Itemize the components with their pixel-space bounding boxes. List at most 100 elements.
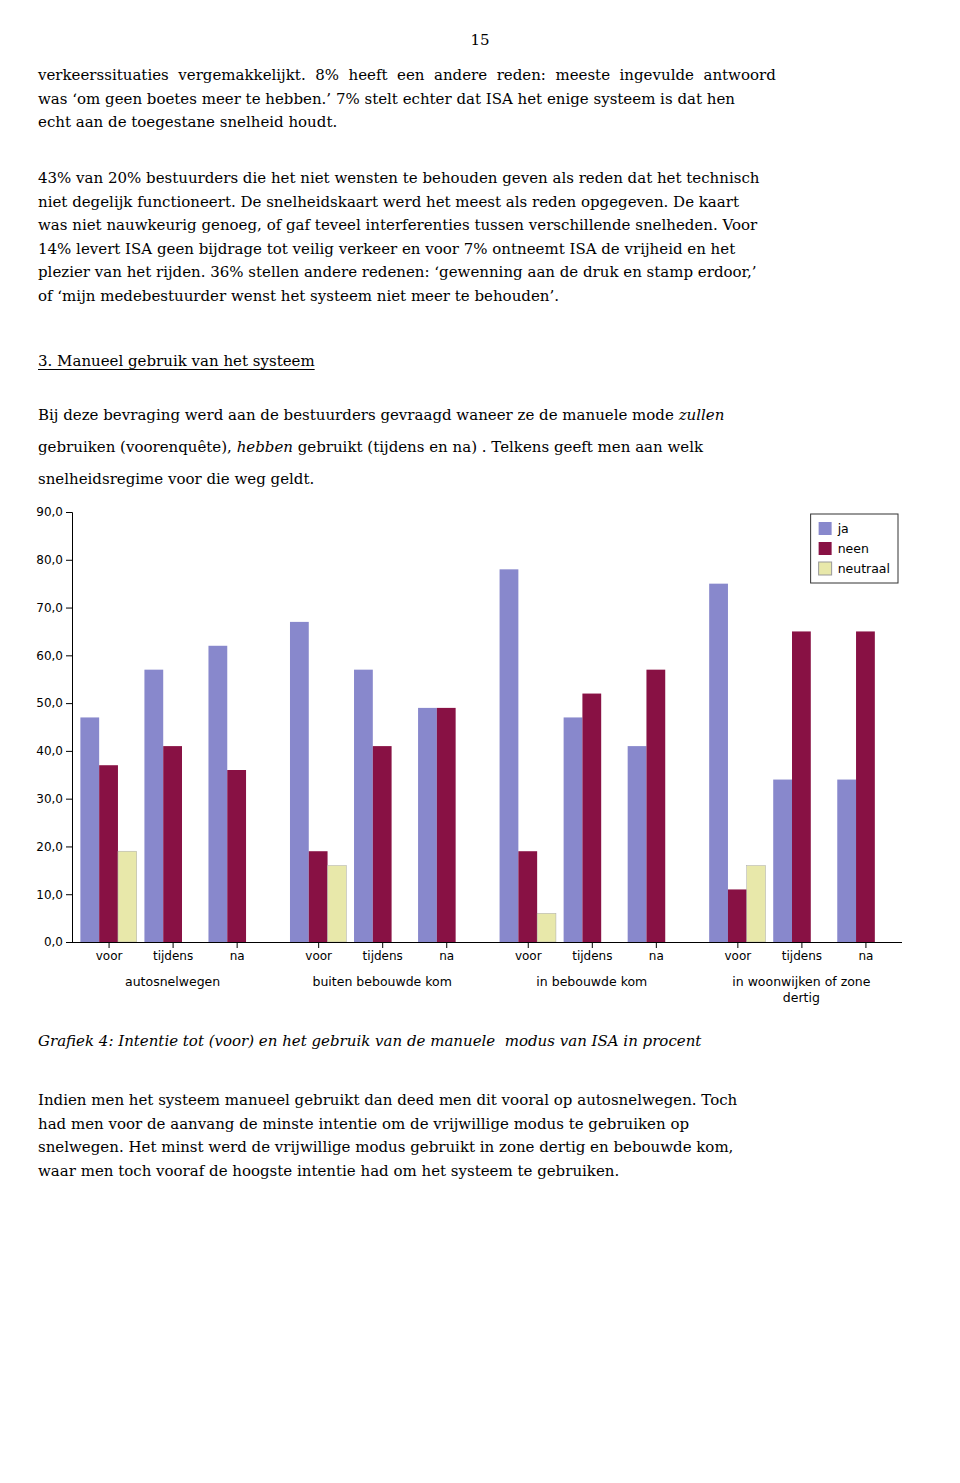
text-run: gebruikt (tijdens en na) . Telkens geeft… xyxy=(293,438,704,456)
tick-label: 0,0 xyxy=(44,935,63,949)
text-line: was ‘om geen boetes meer te hebben.’ 7% … xyxy=(38,90,735,108)
tick: 20,0 xyxy=(36,840,72,854)
bar xyxy=(665,942,684,943)
tick-label: tijdens xyxy=(153,949,193,963)
text-line: of ‘mijn medebestuurder wenst het systee… xyxy=(38,287,559,305)
bar xyxy=(208,646,227,942)
text-run: Bij deze bevraging werd aan de bestuurde… xyxy=(38,406,679,424)
bar xyxy=(437,708,456,942)
bar xyxy=(373,746,392,942)
text-line: was niet nauwkeurig genoeg, of gaf tevee… xyxy=(38,216,758,234)
bar xyxy=(144,670,163,942)
text-line: niet degelijk functioneert. De snelheids… xyxy=(38,193,739,211)
tick-label: na xyxy=(439,949,454,963)
section-heading: 3. Manueel gebruik van het systeem xyxy=(38,352,315,370)
tick-label: 90,0 xyxy=(36,505,63,519)
tick-label: 60,0 xyxy=(36,649,63,663)
axis-line xyxy=(72,942,902,943)
bar xyxy=(856,631,875,942)
tick: tijdens xyxy=(363,942,403,963)
tick: 90,0 xyxy=(36,505,72,519)
bar xyxy=(328,866,347,942)
bar xyxy=(728,889,747,942)
bar xyxy=(354,670,373,942)
tick-mark xyxy=(66,751,72,752)
tick-label: na xyxy=(230,949,245,963)
paragraph: 43% van 20% bestuurders die het niet wen… xyxy=(38,169,760,305)
tick: na xyxy=(858,942,873,963)
tick: 30,0 xyxy=(36,792,72,806)
bar xyxy=(628,746,647,942)
tick: tijdens xyxy=(153,942,193,963)
tick: 60,0 xyxy=(36,649,72,663)
tick-mark xyxy=(66,512,72,513)
tick-mark xyxy=(865,942,866,948)
tick-mark xyxy=(66,655,72,656)
bar xyxy=(773,780,792,942)
paragraph: Indien men het systeem manueel gebruikt … xyxy=(38,1091,738,1180)
tick-mark xyxy=(66,846,72,847)
text-line: buiten bebouwde kom xyxy=(313,974,452,989)
tick-label: voor xyxy=(724,949,751,963)
tick: voor xyxy=(305,942,332,963)
bar xyxy=(392,942,411,943)
y-axis: 0,010,020,030,040,050,060,070,080,090,0 xyxy=(36,505,72,949)
text-line: echt aan de toegestane snelheid houdt. xyxy=(38,113,337,131)
bar xyxy=(418,708,437,942)
bar xyxy=(537,913,556,942)
tick-mark xyxy=(173,942,174,948)
text-run: gebruiken (voorenquête), xyxy=(38,438,232,456)
tick: voor xyxy=(96,942,123,963)
text-line: in woonwijken of zone xyxy=(732,974,871,989)
bar xyxy=(182,942,201,943)
paragraph: verkeerssituaties vergemakkelijkt. 8% he… xyxy=(37,66,776,131)
text-run: hebben xyxy=(232,438,293,456)
bar-series xyxy=(118,851,766,942)
legend-item: neutraal xyxy=(819,561,890,576)
tick: tijdens xyxy=(782,942,822,963)
tick: 50,0 xyxy=(36,696,72,710)
tick-label: 50,0 xyxy=(36,696,63,710)
bar xyxy=(118,851,137,942)
paragraph-line: snelheidsregime voor die weg geldt. xyxy=(38,470,314,488)
bar xyxy=(99,765,118,942)
tick-label: 20,0 xyxy=(36,840,63,854)
legend-box xyxy=(811,514,898,583)
page: 15 verkeerssituaties vergemakkelijkt. 8% … xyxy=(0,0,960,1483)
tick-label: 40,0 xyxy=(36,744,63,758)
tick-label: 30,0 xyxy=(36,792,63,806)
text-line: 3. Manueel gebruik van het systeem xyxy=(38,352,315,370)
bar xyxy=(646,670,665,942)
tick-mark xyxy=(737,942,738,948)
tick: tijdens xyxy=(572,942,612,963)
bar xyxy=(875,942,894,943)
tick-label: na xyxy=(649,949,664,963)
tick-mark xyxy=(446,942,447,948)
text-line: plezier van het rijden. 36% stellen ande… xyxy=(38,263,757,281)
tick-label: tijdens xyxy=(782,949,822,963)
text-line: verkeerssituaties vergemakkelijkt. 8% he… xyxy=(37,66,776,84)
axis-line xyxy=(66,513,73,943)
bar xyxy=(582,694,601,942)
tick-mark xyxy=(318,942,319,948)
paragraph-line: Bij deze bevraging werd aan de bestuurde… xyxy=(38,406,724,424)
group-label: autosnelwegen xyxy=(125,974,220,989)
tick-label: tijdens xyxy=(363,949,403,963)
x-axis: voor tijdens na voor tijdens na voor tijdens na v… xyxy=(72,942,902,963)
tick-mark xyxy=(66,799,72,800)
tick-mark xyxy=(656,942,657,948)
bar xyxy=(518,851,537,942)
bar xyxy=(456,942,475,943)
page-number: 15 xyxy=(470,31,489,49)
tick-label: 70,0 xyxy=(36,601,63,615)
tick: voor xyxy=(515,942,542,963)
text-line: 14% levert ISA geen bijdrage tot veilig … xyxy=(38,240,735,258)
legend-swatch xyxy=(819,562,832,575)
bar xyxy=(80,717,99,942)
tick: 70,0 xyxy=(36,601,72,615)
text-line: autosnelwegen xyxy=(125,974,220,989)
tick-mark xyxy=(592,942,593,948)
paragraph-line: gebruiken (voorenquête), hebben gebruikt… xyxy=(38,438,704,456)
bar xyxy=(163,746,182,942)
bar xyxy=(290,622,309,942)
